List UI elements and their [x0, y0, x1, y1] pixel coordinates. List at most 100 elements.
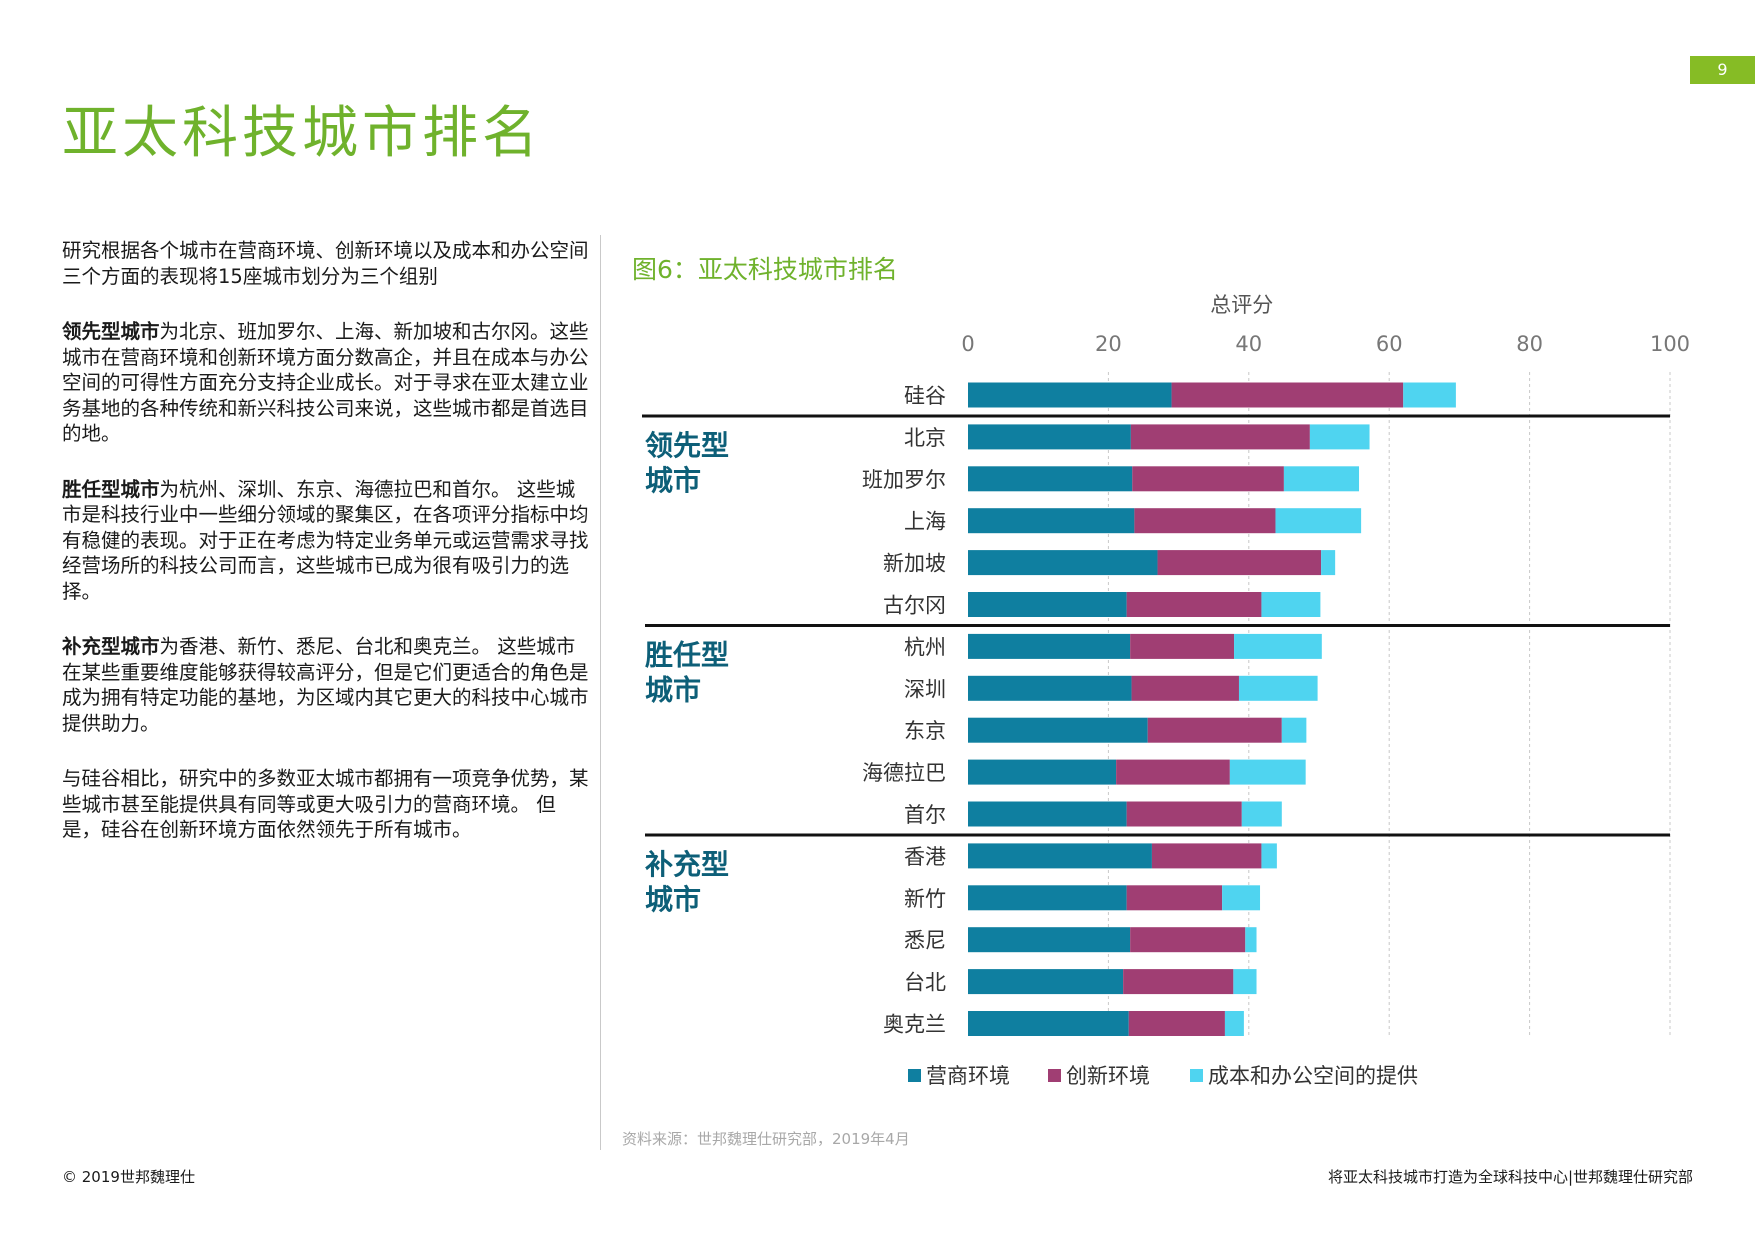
column-divider — [600, 235, 601, 1150]
category-label: 班加罗尔 — [862, 468, 946, 492]
bar-segment-2 — [1157, 550, 1322, 576]
bar-segment-1 — [968, 466, 1133, 492]
legend-label: 成本和办公空间的提供 — [1208, 1064, 1418, 1088]
competent-term: 胜任型城市 — [62, 477, 160, 501]
conclusion-paragraph: 与硅谷相比，研究中的多数亚太城市都拥有一项竞争优势，某些城市甚至能提供具有同等或… — [62, 767, 589, 841]
bar-segment-3 — [1245, 927, 1257, 953]
category-label: 奥克兰 — [883, 1013, 946, 1037]
leaders-term: 领先型城市 — [62, 320, 160, 343]
bar-segment-1 — [968, 424, 1131, 450]
bar-segment-1 — [968, 1011, 1129, 1036]
bar-segment-1 — [968, 508, 1135, 534]
legend-swatch — [1190, 1069, 1203, 1082]
legend-label: 营商环境 — [926, 1064, 1010, 1088]
bar-segment-3 — [1224, 1011, 1244, 1036]
category-label: 新加坡 — [883, 552, 946, 576]
bar-segment-3 — [1309, 424, 1370, 450]
bar-segment-2 — [1147, 717, 1282, 743]
copyright: © 2019世邦魏理仕 — [62, 1168, 195, 1186]
category-label: 上海 — [904, 510, 946, 534]
bar-segment-2 — [1171, 382, 1404, 408]
category-label: 香港 — [904, 845, 946, 869]
bar-segment-2 — [1126, 885, 1223, 911]
bar-segment-2 — [1134, 508, 1276, 534]
bar-segment-3 — [1403, 382, 1456, 408]
legend-swatch — [908, 1069, 921, 1082]
x-tick-label: 80 — [1516, 332, 1543, 356]
x-tick-label: 0 — [961, 332, 974, 356]
footer-title: 将亚太科技城市打造为全球科技中心|世邦魏理仕研究部 — [1327, 1168, 1693, 1186]
leaders-paragraph: 领先型城市为北京、班加罗尔、上海、新加坡和古尔冈。这些城市在营商环境和创新环境方… — [62, 319, 590, 447]
x-tick-label: 20 — [1095, 332, 1122, 356]
page-title: 亚太科技城市排名 — [62, 101, 542, 166]
bar-segment-2 — [1123, 969, 1234, 995]
category-label: 悉尼 — [904, 929, 946, 953]
source-note: 资料来源：世邦魏理仕研究部，2019年4月 — [622, 1130, 910, 1148]
category-label: 海德拉巴 — [862, 761, 946, 785]
category-label: 台北 — [904, 971, 946, 995]
bar-segment-3 — [1261, 843, 1277, 869]
bar-segment-3 — [1233, 969, 1257, 995]
bar-segment-1 — [968, 759, 1117, 785]
bar-segment-3 — [1234, 633, 1322, 659]
bar-segment-3 — [1229, 759, 1306, 785]
bar-segment-3 — [1321, 550, 1336, 576]
x-tick-label: 40 — [1235, 332, 1262, 356]
bar-segment-2 — [1128, 1011, 1225, 1036]
bar-segment-3 — [1283, 466, 1360, 492]
bar-segment-1 — [968, 675, 1132, 701]
bar-segment-3 — [1222, 885, 1261, 911]
bar-segment-1 — [968, 382, 1172, 408]
bar-segment-2 — [1131, 675, 1239, 701]
bar-segment-1 — [968, 885, 1127, 911]
legend-swatch — [1048, 1069, 1061, 1082]
x-tick-label: 100 — [1650, 332, 1690, 356]
competent-paragraph: 胜任型城市为杭州、深圳、东京、海德拉巴和首尔。 这些城市是科技行业中一些细分领域… — [62, 477, 590, 605]
category-label: 杭州 — [904, 635, 946, 659]
group-label: 领先型 — [645, 429, 729, 462]
legend-label: 创新环境 — [1066, 1064, 1150, 1088]
bar-segment-3 — [1241, 801, 1282, 827]
bar-segment-1 — [968, 717, 1148, 743]
text-column: 研究根据各个城市在营商环境、创新环境以及成本和办公空间三个方面的表现将15座城市… — [62, 238, 590, 873]
bar-segment-1 — [968, 969, 1124, 995]
competent-text: 为杭州、深圳、东京、海德拉巴和首尔。 这些城市是科技行业中一些细分领域的聚集区，… — [62, 477, 589, 603]
bar-segment-2 — [1130, 633, 1235, 659]
bar-segment-2 — [1126, 592, 1262, 617]
bar-segment-2 — [1126, 801, 1242, 827]
group-label: 胜任型 — [645, 638, 729, 671]
supplement-paragraph: 补充型城市为香港、新竹、悉尼、台北和奥克兰。 这些城市在某些重要维度能够获得较高… — [62, 634, 590, 736]
bar-segment-1 — [968, 633, 1131, 659]
bar-segment-1 — [968, 843, 1152, 869]
bar-segment-1 — [968, 801, 1127, 827]
bar-segment-1 — [968, 592, 1127, 617]
leaders-text: 为北京、班加罗尔、上海、新加坡和古尔冈。这些城市在营商环境和创新环境方面分数高企… — [62, 320, 589, 445]
bar-segment-2 — [1151, 843, 1262, 869]
figure-title: 图6：亚太科技城市排名 — [632, 255, 898, 284]
x-tick-label: 60 — [1376, 332, 1403, 356]
group-label: 城市 — [645, 673, 701, 706]
group-label: 城市 — [645, 464, 701, 497]
bar-segment-1 — [968, 550, 1158, 576]
category-label: 新竹 — [904, 887, 946, 911]
bar-segment-3 — [1261, 592, 1321, 617]
group-label: 城市 — [645, 883, 701, 916]
bar-segment-2 — [1130, 927, 1246, 953]
category-label: 深圳 — [904, 677, 946, 701]
x-axis-title: 总评分 — [1210, 293, 1273, 317]
bar-segment-1 — [968, 927, 1131, 953]
group-label: 补充型 — [645, 848, 729, 881]
category-label: 北京 — [904, 426, 946, 450]
category-label: 硅谷 — [904, 384, 946, 408]
supplement-term: 补充型城市 — [62, 635, 160, 658]
supplement-text: 为香港、新竹、悉尼、台北和奥克兰。 这些城市在某些重要维度能够获得较高评分，但是… — [62, 635, 589, 735]
bar-segment-2 — [1116, 759, 1230, 785]
category-label: 古尔冈 — [883, 594, 946, 618]
category-label: 东京 — [904, 719, 946, 743]
bar-segment-3 — [1275, 508, 1362, 534]
bar-segment-2 — [1130, 424, 1310, 450]
intro-paragraph: 研究根据各个城市在营商环境、创新环境以及成本和办公空间三个方面的表现将15座城市… — [62, 239, 589, 288]
page-number: 9 — [1690, 56, 1755, 84]
category-label: 首尔 — [904, 803, 946, 827]
